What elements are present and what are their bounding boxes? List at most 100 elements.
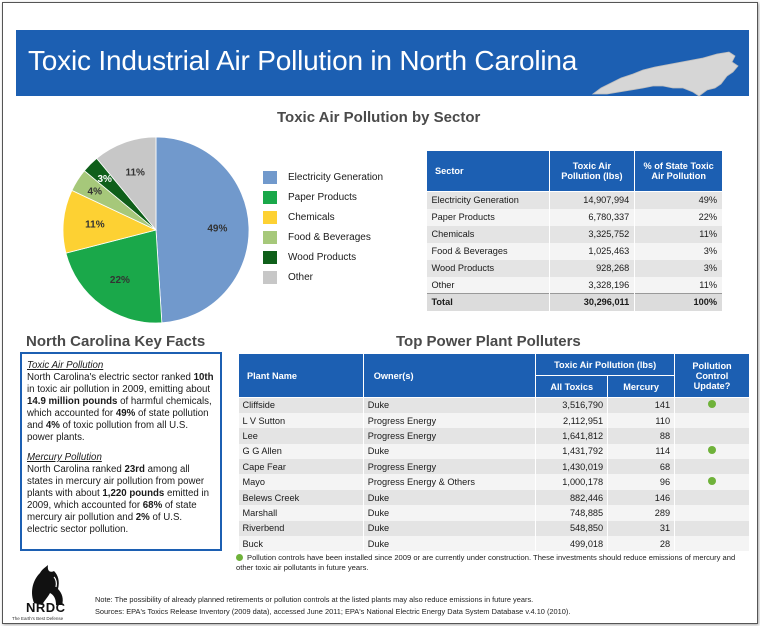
pie-slice-label: 49% xyxy=(207,224,227,235)
sector-cell: 49% xyxy=(634,191,723,209)
sector-cell: Chemicals xyxy=(426,225,550,243)
plant-cell: 68 xyxy=(607,459,676,475)
legend-swatch xyxy=(263,210,277,224)
sector-cell: 3,328,196 xyxy=(549,276,636,294)
plant-cell: 88 xyxy=(607,428,676,444)
pie-slice xyxy=(65,229,163,324)
sector-cell: 11% xyxy=(634,225,723,243)
facts-title: North Carolina Key Facts xyxy=(26,333,206,350)
pie-slice xyxy=(155,136,250,324)
sector-cell: Paper Products xyxy=(426,208,550,226)
plant-cell: 1,000,178 xyxy=(535,474,609,490)
page-title: Toxic Industrial Air Pollution in North … xyxy=(28,45,578,76)
legend-label: Paper Products xyxy=(288,191,357,203)
plant-cell: Mayo xyxy=(238,474,364,490)
plant-cell: 2,112,951 xyxy=(535,412,609,429)
plants-title: Top Power Plant Polluters xyxy=(396,333,581,350)
legend-item: Chemicals xyxy=(263,207,383,227)
sector-total-cell: 100% xyxy=(634,293,723,311)
plant-row: Mayo Progress Energy & Others 1,000,178 96 xyxy=(238,474,750,490)
plant-cell: Progress Energy & Others xyxy=(363,474,537,490)
plant-row: Marshall Duke 748,885 289 xyxy=(238,505,750,521)
nrdc-logo-icon xyxy=(32,565,63,605)
controls-footnote: Pollution controls have been installed s… xyxy=(236,553,751,572)
green-dot-icon xyxy=(708,477,717,486)
plant-cell: Duke xyxy=(363,443,537,460)
plant-cell: 31 xyxy=(607,520,676,537)
plant-cell: 1,431,792 xyxy=(535,443,609,460)
legend-item: Other xyxy=(263,267,383,287)
north-carolina-map-icon xyxy=(591,51,739,97)
plant-row: G G Allen Duke 1,431,792 114 xyxy=(238,443,750,460)
plant-update-cell xyxy=(674,520,750,537)
legend-swatch xyxy=(263,170,277,184)
pie-slice xyxy=(96,136,157,232)
pie-slice-label: 11% xyxy=(125,168,145,179)
plant-cell: 3,516,790 xyxy=(535,397,609,413)
legend-swatch xyxy=(263,270,277,284)
sector-cell: 3,325,752 xyxy=(549,225,636,243)
sector-table: Sector Toxic Air Pollution (lbs) % of St… xyxy=(426,150,723,311)
sources-note: Sources: EPA's Toxics Release Inventory … xyxy=(95,607,571,616)
plant-cell: Duke xyxy=(363,489,537,506)
green-dot-icon xyxy=(236,554,243,561)
toxic-facts-text: North Carolina's electric sector ranked … xyxy=(27,372,214,443)
controls-footnote-text: Pollution controls have been installed s… xyxy=(236,553,736,572)
legend-item: Wood Products xyxy=(263,247,383,267)
toxic-facts-heading: Toxic Air Pollution xyxy=(27,360,104,371)
plant-cell: 1,641,812 xyxy=(535,428,609,444)
plant-update-cell xyxy=(674,536,750,552)
plant-cell: Duke xyxy=(363,520,537,537)
plant-cell: 882,446 xyxy=(535,489,609,506)
legend-item: Electricity Generation xyxy=(263,167,383,187)
plant-cell: 499,018 xyxy=(535,536,609,552)
sector-cell: Other xyxy=(426,276,550,294)
sector-row: Paper Products 6,780,337 22% xyxy=(426,208,723,226)
sector-cell: 14,907,994 xyxy=(549,191,636,209)
plant-cell: G G Allen xyxy=(238,443,364,460)
plant-cell: 146 xyxy=(607,489,676,506)
plant-cell: 114 xyxy=(607,443,676,460)
legend-label: Wood Products xyxy=(288,251,357,263)
legend-item: Food & Beverages xyxy=(263,227,383,247)
plant-cell: 548,850 xyxy=(535,520,609,537)
sector-total-row: Total 30,296,011 100% xyxy=(426,293,723,311)
plant-cell: 748,885 xyxy=(535,505,609,521)
pie-slice-label: 3% xyxy=(97,174,112,185)
sector-row: Food & Beverages 1,025,463 3% xyxy=(426,242,723,260)
col-percent: % of State Toxic Air Pollution xyxy=(634,150,723,192)
col-toxic-lbs: Toxic Air Pollution (lbs) xyxy=(548,150,636,192)
plant-cell: Belews Creek xyxy=(238,489,364,506)
pie-slice-label: 22% xyxy=(110,275,130,286)
sector-pie-chart: 49% 22% 11% 4% 3% 11% xyxy=(62,136,250,324)
sector-cell: 3% xyxy=(634,242,723,260)
sector-total-cell: Total xyxy=(426,293,550,311)
legend-swatch xyxy=(263,250,277,264)
col-control-update: Pollution Control Update? xyxy=(674,353,750,398)
nrdc-tagline: The Earth's Best Defense xyxy=(12,616,64,621)
pie-legend: Electricity Generation Paper Products Chem… xyxy=(263,167,383,287)
sector-total-cell: 30,296,011 xyxy=(549,293,636,311)
plant-cell: Duke xyxy=(363,505,537,521)
plant-update-cell xyxy=(674,505,750,521)
plant-update-cell xyxy=(674,428,750,444)
legend-label: Chemicals xyxy=(288,211,335,223)
plant-update-cell xyxy=(674,397,750,413)
sector-cell: Food & Beverages xyxy=(426,242,550,260)
sector-row: Electricity Generation 14,907,994 49% xyxy=(426,191,723,209)
plant-cell: 289 xyxy=(607,505,676,521)
plant-cell: Duke xyxy=(363,397,537,413)
power-plant-table: Plant Name Owner(s) Toxic Air Pollution … xyxy=(238,353,750,552)
sector-cell: Electricity Generation xyxy=(426,191,550,209)
plant-cell: 110 xyxy=(607,412,676,429)
plant-row: L V Sutton Progress Energy 2,112,951 110 xyxy=(238,412,750,429)
nrdc-logo-text: NRDC xyxy=(26,600,66,615)
col-owners: Owner(s) xyxy=(362,353,537,398)
plant-row: Riverbend Duke 548,850 31 xyxy=(238,520,750,537)
plant-cell: Progress Energy xyxy=(363,428,537,444)
mercury-facts-text: North Carolina ranked 23rd among all sta… xyxy=(27,464,210,535)
plant-cell: Riverbend xyxy=(238,520,364,537)
planned-retirements-note: Note: The possibility of already planned… xyxy=(95,595,534,604)
plant-cell: Cliffside xyxy=(238,397,364,413)
